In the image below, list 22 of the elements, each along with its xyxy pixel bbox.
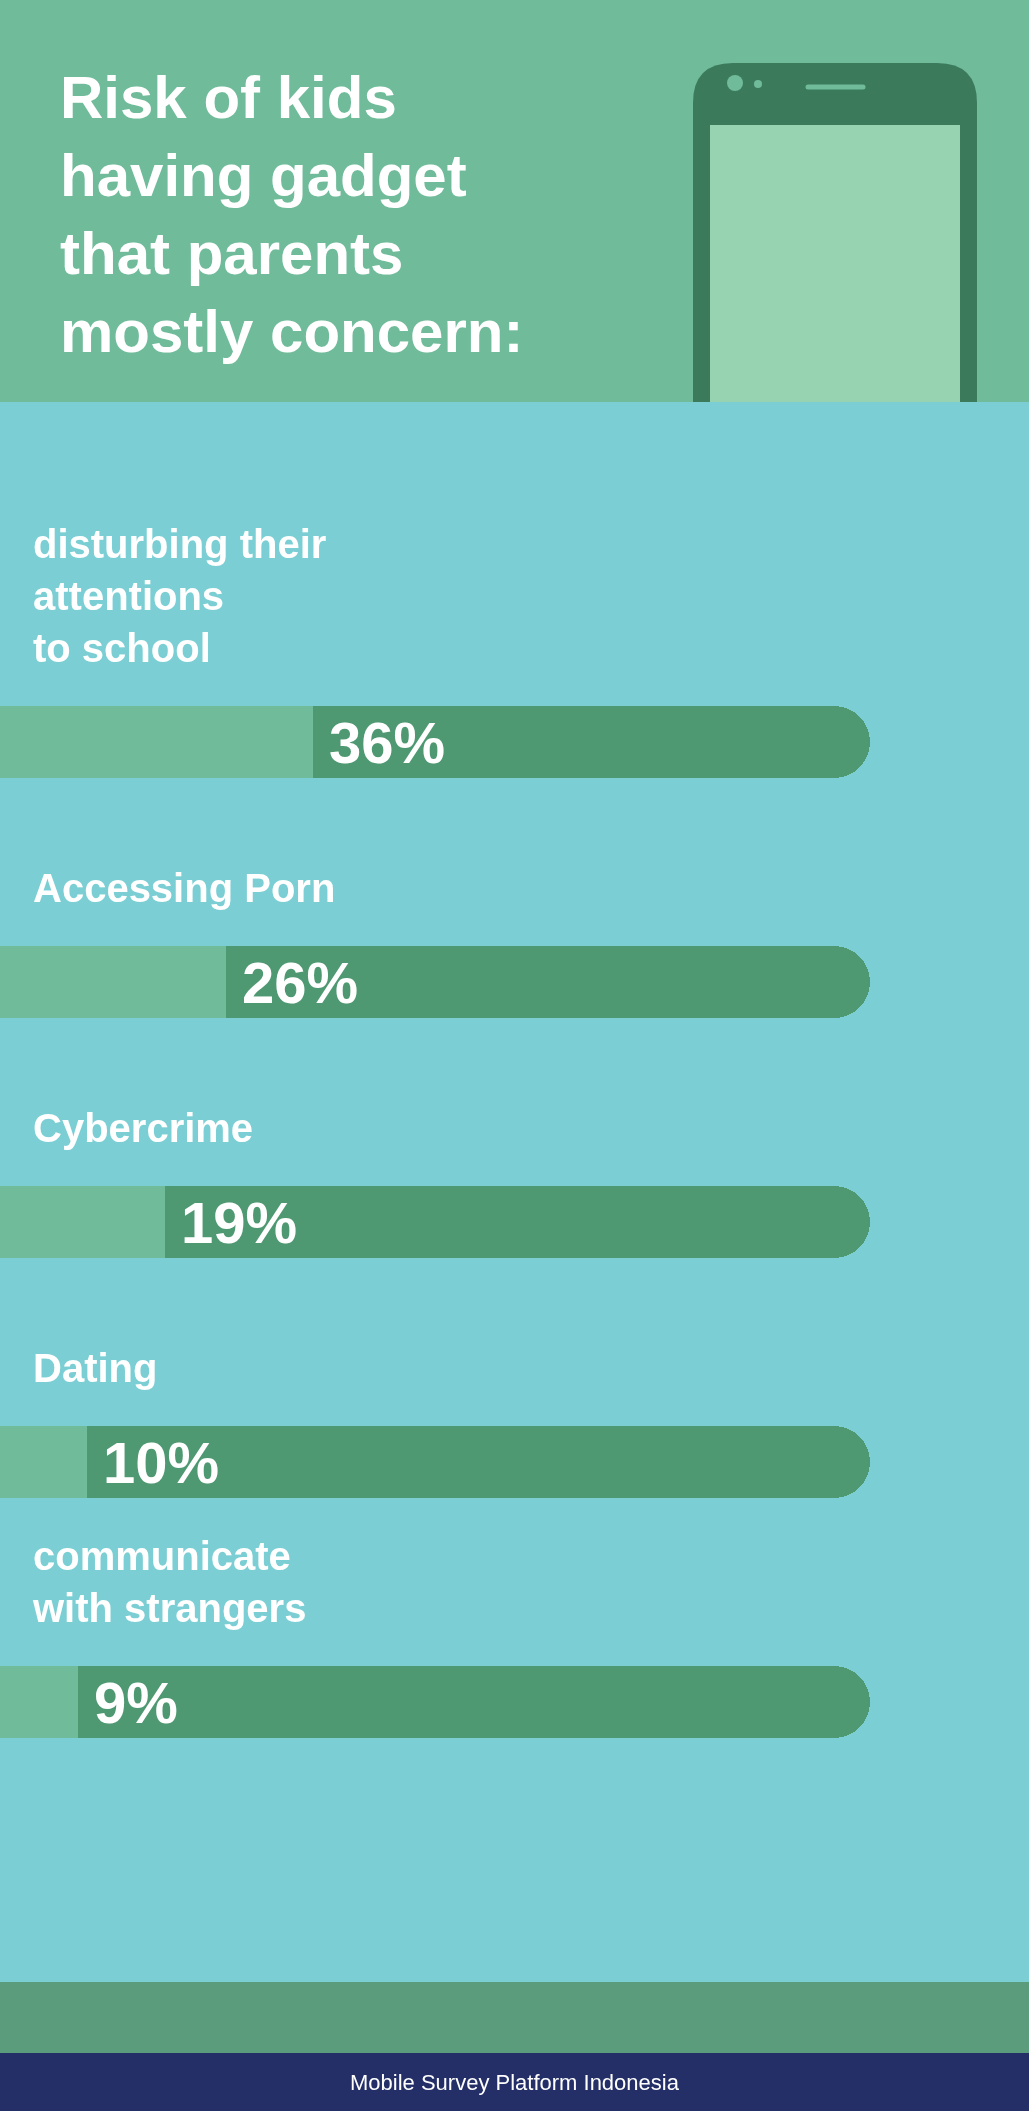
text: Mobile Survey Platform Indonesia bbox=[350, 2070, 680, 2095]
bar bbox=[78, 1666, 870, 1738]
data-label: 36% bbox=[329, 710, 446, 775]
bar bbox=[0, 1426, 87, 1498]
bar bbox=[0, 1186, 166, 1258]
y-tick-label: communicate with strangers bbox=[32, 1534, 307, 1630]
y-tick-label: Dating bbox=[33, 1346, 158, 1390]
chart-title: Risk of kids having gadget that parents mostly concern: bbox=[60, 64, 524, 365]
data-label: 19% bbox=[181, 1190, 298, 1255]
y-tick-label: disturbing their attentions to school bbox=[33, 522, 327, 670]
data-label: 9% bbox=[94, 1670, 178, 1735]
bar bbox=[0, 706, 314, 778]
data-label: 26% bbox=[242, 950, 359, 1015]
bar bbox=[165, 1186, 870, 1258]
data-label: 10% bbox=[103, 1430, 220, 1495]
bar bbox=[226, 946, 870, 1018]
bar bbox=[0, 1666, 79, 1738]
bar bbox=[0, 946, 227, 1018]
y-tick-label: Accessing Porn bbox=[33, 866, 336, 910]
y-tick-label: Cybercrime bbox=[33, 1106, 254, 1150]
bar bbox=[87, 1426, 870, 1498]
bar bbox=[313, 706, 870, 778]
